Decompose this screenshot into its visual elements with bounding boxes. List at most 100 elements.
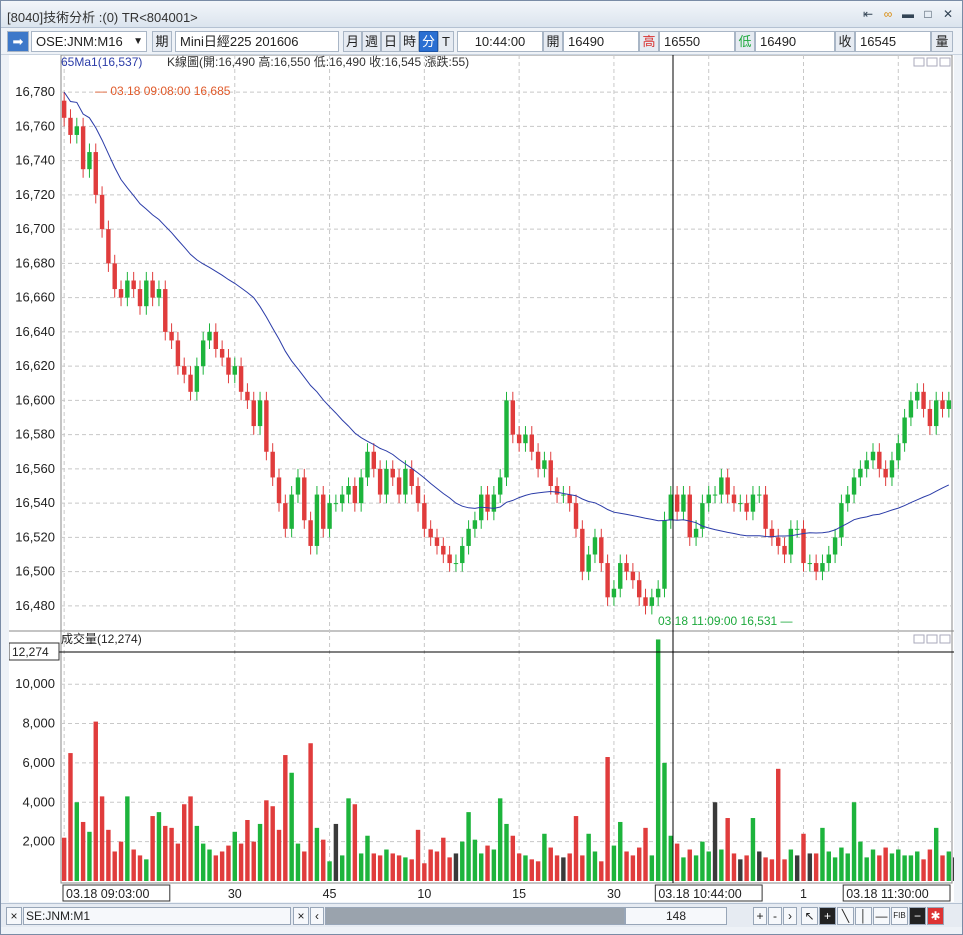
candle-body (605, 563, 610, 598)
volume-bar (807, 853, 813, 881)
volume-bar (567, 853, 572, 881)
volume-bar (839, 847, 844, 881)
panel-controls-price[interactable] (913, 57, 951, 67)
volume-bar (554, 855, 560, 881)
symbol-dropdown[interactable]: OSE:JNM:M16 ▼ (31, 31, 147, 52)
period-day[interactable]: 日 (381, 31, 400, 52)
ma-legend: 65Ma1(16,537) (61, 55, 142, 69)
volume-bar (339, 855, 345, 881)
volume-bar (207, 849, 212, 881)
volume-bar (896, 849, 901, 881)
volume-bar (245, 819, 250, 881)
volume-bar (744, 855, 749, 881)
volume-bar (504, 823, 509, 881)
scroll-left-icon[interactable]: ‹ (310, 907, 324, 925)
volume-bar (333, 823, 339, 881)
chart-svg[interactable]: 16,480 16,500 16,520 16,540 16,560 16,580 16,6… (9, 55, 954, 902)
price-tick-label: 16,760 (15, 118, 55, 133)
candle-body (289, 494, 294, 529)
volume-bar (377, 855, 383, 881)
candle-body (68, 117, 73, 135)
panel-max-icon[interactable] (939, 57, 951, 67)
candle-body (251, 400, 256, 427)
symbol-value: OSE:JNM:M16 (36, 34, 123, 49)
candle-body (270, 451, 275, 478)
volume-bar (441, 837, 446, 881)
period-month[interactable]: 月 (343, 31, 362, 52)
volume-cursor-box (9, 642, 60, 661)
candle-body (662, 520, 667, 589)
period-tick[interactable]: T (438, 31, 454, 52)
cursor-tool-icon[interactable]: ↖ (801, 907, 818, 925)
candle-body (257, 400, 263, 427)
candle-body (839, 503, 844, 538)
candle-body (93, 152, 98, 195)
volume-min-icon[interactable] (913, 634, 925, 644)
candle-body (339, 494, 345, 504)
scroll-right-icon[interactable]: › (783, 907, 797, 925)
zoom-in-icon[interactable]: + (753, 907, 767, 925)
period-button[interactable]: 期 (152, 31, 172, 52)
time-field[interactable]: 10:44:00 (457, 31, 543, 52)
candle-body (295, 477, 301, 495)
zoom-out-icon[interactable]: - (768, 907, 782, 925)
period-week[interactable]: 週 (362, 31, 381, 52)
price-tick-label: 16,480 (15, 598, 55, 613)
close-tab-icon[interactable]: × (6, 907, 22, 925)
candle-body (175, 340, 181, 367)
candle-body (74, 126, 80, 135)
candle-body (548, 460, 553, 486)
panel-min-icon[interactable] (913, 57, 925, 67)
minimize-icon[interactable]: ▬ (902, 7, 914, 21)
maximize-icon[interactable]: □ (924, 7, 932, 21)
window-title: [8040]技術分析 :(0) TR<804001> (7, 10, 198, 25)
candle-body (182, 366, 187, 375)
trendline-tool-icon[interactable]: ╲ (837, 907, 854, 925)
candle-body (845, 494, 850, 504)
go-arrow-icon[interactable]: ➡ (7, 31, 29, 52)
close-icon[interactable]: ✕ (942, 7, 954, 21)
volume-bar (542, 833, 547, 881)
export-icon[interactable]: ⇤ (862, 7, 874, 21)
volume-bar (523, 855, 528, 881)
hline-tool-icon[interactable]: — (873, 907, 890, 925)
panel-restore-icon[interactable] (926, 57, 938, 67)
volume-bar (681, 857, 686, 881)
candle-body (314, 494, 320, 546)
volume-max-icon[interactable] (939, 634, 951, 644)
open-label: 開 (543, 31, 563, 52)
period-minute[interactable]: 分 (419, 31, 438, 52)
panel-controls-volume[interactable] (913, 634, 951, 644)
contract-field[interactable]: Mini日經225 201606 (175, 31, 339, 52)
link-icon[interactable]: ∞ (883, 7, 893, 21)
candle-body (219, 349, 225, 358)
candle-body (731, 494, 737, 504)
vline-tool-icon[interactable]: │ (855, 907, 872, 925)
scrollbar-track[interactable] (325, 907, 625, 925)
volume-bar (952, 857, 954, 881)
chart-area[interactable]: 16,480 16,500 16,520 16,540 16,560 16,580 16,6… (9, 55, 954, 902)
fibonacci-tool-icon[interactable]: FIB (891, 907, 908, 925)
volume-bar (264, 800, 269, 881)
candlestick-series (61, 92, 952, 615)
volume-bar (624, 851, 629, 881)
crosshair-tool-icon[interactable]: + (819, 907, 836, 925)
volume-bar (314, 827, 320, 881)
symbol-status-field[interactable]: SE:JNM:M1 (23, 907, 291, 925)
delete-tool-icon[interactable]: − (909, 907, 926, 925)
volume-bar (200, 843, 206, 881)
clear-icon[interactable]: × (293, 907, 309, 925)
volume-bar (384, 849, 389, 881)
volume-restore-icon[interactable] (926, 634, 938, 644)
volume-bar (776, 768, 781, 881)
volume-bar (725, 818, 730, 881)
period-hour[interactable]: 時 (400, 31, 419, 52)
settings-tool-icon[interactable]: ✱ (927, 907, 944, 925)
volume-bar (479, 853, 484, 881)
volume-bar (655, 639, 661, 881)
candle-body (510, 400, 516, 435)
volume-bar (93, 721, 98, 881)
candle-body (851, 477, 857, 495)
scrollbar-thumb[interactable]: 148 (625, 907, 727, 925)
